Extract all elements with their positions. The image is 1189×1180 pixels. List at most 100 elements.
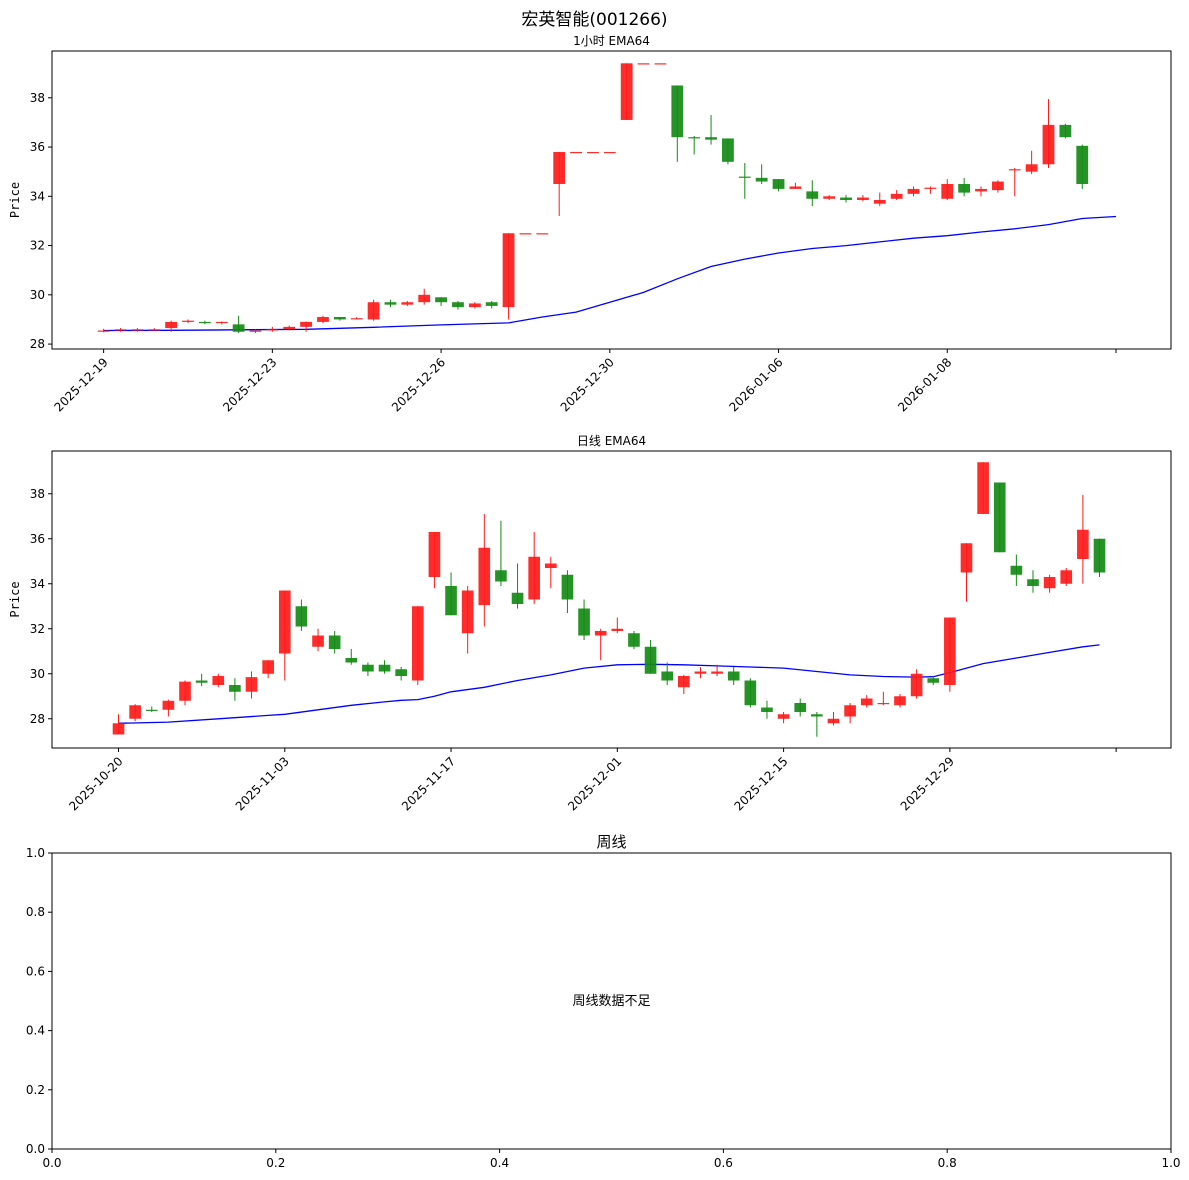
plot-frame <box>51 450 1172 749</box>
x-tick-label: 2026-01-08 <box>895 355 954 414</box>
candle <box>894 694 906 708</box>
x-tick-label: 0.2 <box>266 1156 285 1170</box>
candle <box>229 678 241 701</box>
candle <box>1043 574 1056 593</box>
y-tick-label: 38 <box>30 487 45 501</box>
candle-body <box>367 302 380 320</box>
y-tick-label: 0.2 <box>26 1083 45 1097</box>
candle-body <box>744 680 757 706</box>
candle-body <box>944 617 956 685</box>
candle-body <box>827 718 840 724</box>
candle <box>806 180 819 207</box>
candle-body <box>927 678 940 683</box>
candle-body <box>755 177 768 182</box>
candle-body <box>395 669 407 676</box>
candle-body <box>148 329 161 331</box>
candle-body <box>637 63 650 65</box>
candle <box>333 316 346 321</box>
candle <box>844 703 856 724</box>
candle <box>688 135 701 155</box>
candle <box>960 543 973 602</box>
candle <box>910 669 923 699</box>
candle-body <box>478 547 491 606</box>
candle <box>502 233 515 320</box>
candle-body <box>688 137 701 139</box>
x-tick-label: 2025-12-15 <box>731 754 790 813</box>
candle <box>328 631 341 654</box>
candle-body <box>993 482 1006 553</box>
candle-body <box>312 635 324 647</box>
candle-body <box>661 671 674 681</box>
y-tick-label: 30 <box>30 288 45 302</box>
candle <box>761 700 773 719</box>
candle <box>418 288 431 305</box>
candle <box>694 667 707 679</box>
candle <box>1060 568 1073 586</box>
candle <box>620 63 633 120</box>
candle-body <box>840 197 852 200</box>
y-tick-label: 34 <box>30 577 45 591</box>
chart-panel-1: 1小时 EMA64 Price 28 30 32 34 36 38 2025-12-19 2025… <box>8 34 1172 414</box>
panel-title: 1小时 EMA64 <box>573 34 650 48</box>
candle-body <box>262 660 274 674</box>
y-tick-label: 0.0 <box>26 1142 45 1156</box>
candle <box>295 599 308 631</box>
candle <box>249 329 262 333</box>
candle <box>114 328 127 332</box>
candle <box>300 321 313 332</box>
candle-body <box>823 196 836 199</box>
candle-body <box>958 183 971 193</box>
candle <box>877 691 890 706</box>
candle <box>671 85 684 162</box>
x-tick-label: 2025-12-29 <box>898 754 957 813</box>
candle <box>661 662 674 685</box>
candle <box>401 300 414 306</box>
candle-body <box>232 324 245 332</box>
candle-body <box>97 330 110 332</box>
candle <box>744 678 757 708</box>
candle-body <box>722 138 734 162</box>
candle-body <box>333 316 346 320</box>
candle <box>553 151 566 217</box>
candle <box>131 328 144 332</box>
candle-body <box>245 677 258 692</box>
y-tick-label: 1.0 <box>26 846 45 860</box>
candle <box>654 63 667 65</box>
y-tick-label: 38 <box>30 91 45 105</box>
candle <box>1008 167 1021 197</box>
candle-body <box>877 703 890 705</box>
candle <box>993 482 1006 553</box>
candle-body <box>594 631 607 636</box>
y-tick-label: 0.4 <box>26 1024 45 1038</box>
candle-body <box>611 628 624 631</box>
candle-body <box>229 685 241 692</box>
candle-body <box>502 233 515 308</box>
candle-body <box>198 321 211 324</box>
candle <box>794 698 807 717</box>
panel-title: 日线 EMA64 <box>577 434 646 448</box>
candle-body <box>1027 579 1039 586</box>
candle-body <box>485 302 498 306</box>
x-tick-label: 2025-12-26 <box>389 355 448 414</box>
y-tick-label: 0.8 <box>26 905 45 919</box>
y-axis-label: Price <box>8 182 22 218</box>
candle-body <box>977 462 989 514</box>
candle-body <box>528 556 541 600</box>
candle <box>317 315 329 324</box>
y-tick-label: 36 <box>30 140 45 154</box>
candle <box>179 680 191 706</box>
candle <box>461 586 474 654</box>
candle <box>195 673 208 687</box>
y-tick-label: 32 <box>30 622 45 636</box>
candle-body <box>378 664 391 672</box>
candle-body <box>694 671 707 674</box>
candle-body <box>794 703 807 712</box>
candle <box>578 599 590 640</box>
candle-body <box>114 329 127 331</box>
candle-body <box>249 330 262 332</box>
candle <box>1076 144 1089 189</box>
candle <box>975 186 987 197</box>
candle <box>789 182 802 189</box>
x-tick-label: 2025-12-19 <box>52 355 111 414</box>
